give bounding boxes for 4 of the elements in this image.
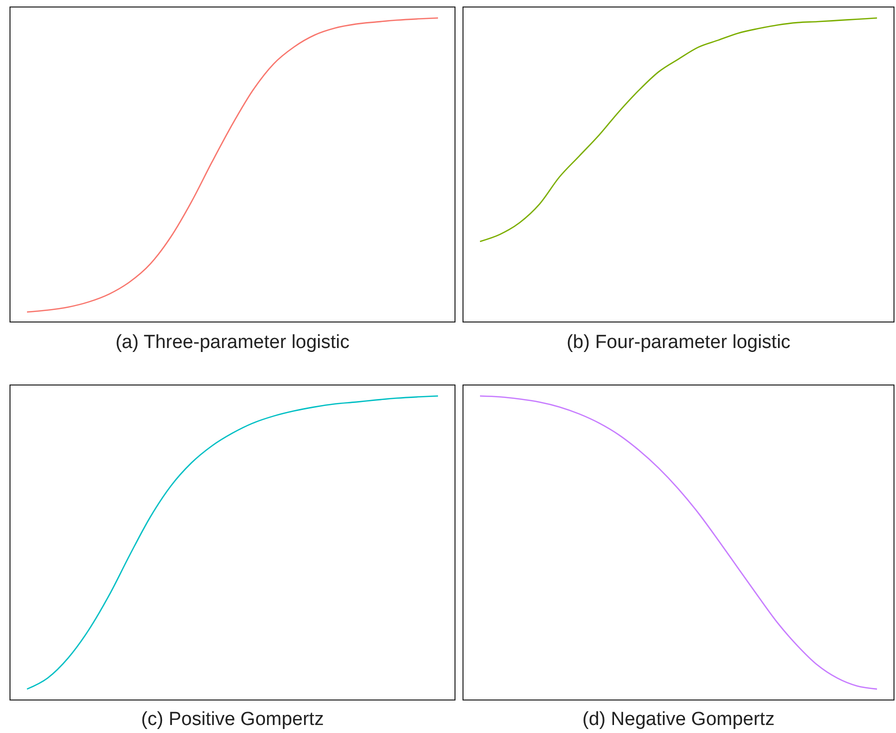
- text: (a) Three-parameter logistic: [115, 332, 350, 354]
- text: (c) Positive Gompertz: [141, 709, 324, 730]
- text: (b) Four-parameter logistic: [566, 332, 790, 354]
- text: (d) Negative Gompertz: [582, 709, 775, 730]
